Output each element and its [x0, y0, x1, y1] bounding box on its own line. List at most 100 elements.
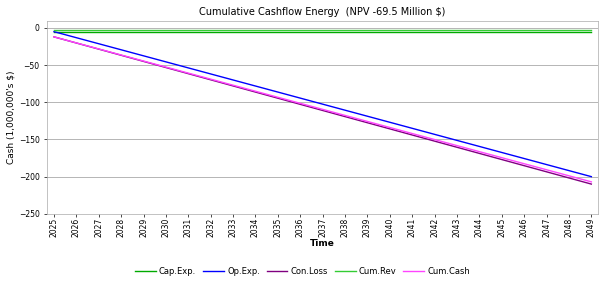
Cum.Cash: [319, 108, 326, 111]
Con.Loss: [162, 66, 169, 69]
Cum.Rev: [296, 29, 304, 32]
Cum.Cash: [229, 83, 237, 87]
Cum.Rev: [117, 29, 125, 32]
Cum.Cash: [565, 174, 572, 177]
Cap.Exp.: [408, 30, 416, 33]
Con.Loss: [95, 48, 102, 51]
Cap.Exp.: [520, 30, 528, 33]
Con.Loss: [543, 170, 550, 173]
Op.Exp.: [274, 90, 281, 94]
Legend: Cap.Exp., Op.Exp., Con.Loss, Cum.Rev, Cum.Cash: Cap.Exp., Op.Exp., Con.Loss, Cum.Rev, Cu…: [131, 263, 474, 279]
Op.Exp.: [498, 151, 505, 154]
Cum.Cash: [140, 59, 147, 63]
Op.Exp.: [431, 133, 438, 136]
Cap.Exp.: [431, 30, 438, 33]
Con.Loss: [520, 164, 528, 167]
Op.Exp.: [252, 84, 259, 88]
Cum.Rev: [95, 29, 102, 32]
Cum.Rev: [498, 29, 505, 32]
Con.Loss: [50, 35, 57, 38]
Con.Loss: [587, 182, 595, 186]
Cum.Rev: [453, 29, 460, 32]
Cum.Rev: [431, 29, 438, 32]
Cum.Cash: [185, 71, 192, 75]
Con.Loss: [229, 84, 237, 88]
Cum.Cash: [587, 180, 595, 184]
Cum.Cash: [73, 41, 80, 45]
Op.Exp.: [50, 30, 57, 33]
Op.Exp.: [319, 102, 326, 106]
Cap.Exp.: [252, 30, 259, 33]
Cum.Rev: [274, 29, 281, 32]
Op.Exp.: [408, 127, 416, 130]
Op.Exp.: [207, 72, 214, 76]
Cum.Rev: [587, 29, 595, 32]
Title: Cumulative Cashflow Energy  (NPV -69.5 Million $): Cumulative Cashflow Energy (NPV -69.5 Mi…: [200, 7, 446, 17]
Con.Loss: [185, 72, 192, 75]
Con.Loss: [498, 158, 505, 161]
Cap.Exp.: [185, 30, 192, 33]
Op.Exp.: [543, 163, 550, 166]
Line: Op.Exp.: Op.Exp.: [54, 32, 591, 177]
Cum.Rev: [185, 29, 192, 32]
Cum.Rev: [207, 29, 214, 32]
Cum.Rev: [341, 29, 348, 32]
Cap.Exp.: [162, 30, 169, 33]
Op.Exp.: [296, 97, 304, 100]
Con.Loss: [386, 127, 393, 130]
Cum.Cash: [364, 120, 371, 123]
Cap.Exp.: [587, 30, 595, 33]
Con.Loss: [565, 176, 572, 180]
Cum.Rev: [565, 29, 572, 32]
Line: Cum.Cash: Cum.Cash: [54, 37, 591, 182]
Cum.Cash: [498, 156, 505, 159]
Cum.Cash: [520, 162, 528, 166]
Cum.Rev: [520, 29, 528, 32]
Cap.Exp.: [543, 30, 550, 33]
Op.Exp.: [453, 139, 460, 142]
Cap.Exp.: [207, 30, 214, 33]
Cum.Rev: [408, 29, 416, 32]
Con.Loss: [319, 109, 326, 112]
Cum.Rev: [364, 29, 371, 32]
Op.Exp.: [140, 54, 147, 57]
Cap.Exp.: [364, 30, 371, 33]
Con.Loss: [207, 78, 214, 82]
Cum.Cash: [341, 114, 348, 117]
Cum.Cash: [274, 96, 281, 99]
Op.Exp.: [229, 78, 237, 82]
Y-axis label: Cash (1,000,000's $): Cash (1,000,000's $): [7, 70, 16, 164]
Con.Loss: [431, 140, 438, 143]
Op.Exp.: [341, 108, 348, 112]
Con.Loss: [73, 41, 80, 45]
Con.Loss: [408, 133, 416, 137]
Cap.Exp.: [140, 30, 147, 33]
Con.Loss: [364, 121, 371, 125]
Cum.Rev: [140, 29, 147, 32]
Cum.Cash: [408, 132, 416, 135]
Cum.Rev: [50, 29, 57, 32]
Op.Exp.: [565, 169, 572, 172]
Cap.Exp.: [95, 30, 102, 33]
Con.Loss: [453, 145, 460, 149]
Cum.Cash: [252, 89, 259, 93]
Cum.Cash: [95, 47, 102, 51]
Cap.Exp.: [476, 30, 483, 33]
Cum.Cash: [117, 53, 125, 57]
Op.Exp.: [185, 66, 192, 70]
Line: Con.Loss: Con.Loss: [54, 37, 591, 184]
Cum.Cash: [386, 126, 393, 129]
Cap.Exp.: [341, 30, 348, 33]
Cap.Exp.: [319, 30, 326, 33]
Cum.Cash: [207, 78, 214, 81]
Cap.Exp.: [73, 30, 80, 33]
Op.Exp.: [162, 60, 169, 64]
Cap.Exp.: [296, 30, 304, 33]
X-axis label: Time: Time: [310, 239, 335, 248]
Con.Loss: [252, 90, 259, 94]
Con.Loss: [117, 53, 125, 57]
Cap.Exp.: [498, 30, 505, 33]
Cap.Exp.: [117, 30, 125, 33]
Op.Exp.: [73, 36, 80, 39]
Cum.Rev: [386, 29, 393, 32]
